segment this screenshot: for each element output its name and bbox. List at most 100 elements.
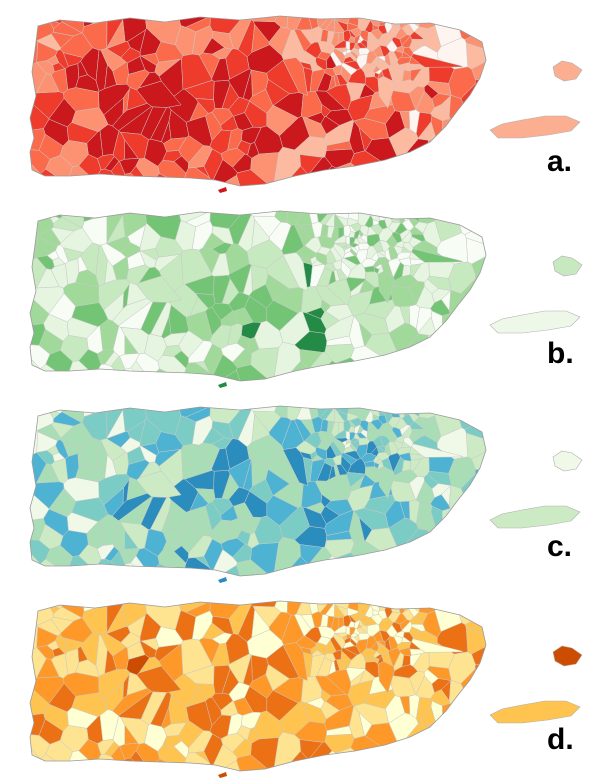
census-tract xyxy=(144,333,167,362)
vieques-island xyxy=(489,310,581,334)
census-tract xyxy=(411,638,464,653)
census-tract xyxy=(30,211,54,236)
census-tract xyxy=(185,505,213,537)
census-tract xyxy=(416,565,435,576)
census-tract xyxy=(480,678,486,703)
census-tract xyxy=(453,309,472,335)
census-tract xyxy=(435,744,453,762)
census-tract xyxy=(185,700,213,732)
choropleth-map-a xyxy=(29,15,583,195)
census-tract xyxy=(430,567,444,576)
census-tract xyxy=(236,364,272,381)
census-tract xyxy=(66,317,99,339)
census-tract xyxy=(490,574,500,585)
census-tract xyxy=(427,470,452,486)
census-tract xyxy=(427,80,452,96)
census-tract xyxy=(435,159,453,177)
census-tract xyxy=(469,766,486,771)
census-tract xyxy=(289,766,316,771)
census-tract xyxy=(387,416,401,428)
census-tract xyxy=(374,69,383,75)
census-tract xyxy=(480,483,486,508)
census-tract xyxy=(320,311,340,330)
census-tract xyxy=(374,459,383,465)
culebra-island xyxy=(552,645,583,667)
tract-polygons xyxy=(30,406,500,585)
census-tract xyxy=(346,667,366,683)
census-tract xyxy=(320,116,340,135)
census-tract xyxy=(448,651,476,684)
census-tract xyxy=(370,251,379,262)
census-tract xyxy=(459,165,476,186)
census-tract xyxy=(465,501,482,525)
census-tract xyxy=(490,184,500,195)
census-tract xyxy=(394,752,418,771)
census-tract xyxy=(326,225,335,239)
census-tract xyxy=(236,725,251,741)
census-tract xyxy=(430,372,444,381)
small-islet xyxy=(218,772,227,778)
tract-polygons xyxy=(30,211,486,381)
census-tract xyxy=(335,747,370,771)
census-tract xyxy=(304,236,322,254)
census-tract xyxy=(331,558,361,576)
culebra-island xyxy=(552,450,583,472)
census-tract xyxy=(404,601,430,605)
census-tract xyxy=(266,495,299,526)
census-tract xyxy=(228,458,252,489)
census-tract xyxy=(439,723,459,750)
census-tract xyxy=(63,87,100,112)
census-tract xyxy=(336,20,348,32)
census-tract xyxy=(346,472,366,488)
census-tract xyxy=(370,446,379,457)
census-tract xyxy=(434,370,450,381)
census-tract xyxy=(326,30,335,44)
census-tract xyxy=(144,528,167,557)
census-tract xyxy=(266,449,300,484)
census-tract xyxy=(301,91,323,119)
census-tract xyxy=(100,48,127,72)
census-tract xyxy=(377,466,395,499)
census-tract xyxy=(315,480,347,502)
census-tract xyxy=(404,16,430,20)
census-tract xyxy=(104,351,120,367)
census-tract xyxy=(363,494,396,515)
census-tract xyxy=(344,441,352,449)
census-tract xyxy=(211,47,233,60)
census-tract xyxy=(30,143,31,174)
census-tract xyxy=(316,462,333,482)
census-tract xyxy=(442,556,462,576)
census-tract xyxy=(242,264,253,296)
census-tract xyxy=(185,310,213,342)
census-tract xyxy=(350,437,359,443)
census-tract xyxy=(30,571,69,576)
census-tract xyxy=(350,47,359,53)
census-tract xyxy=(473,735,486,764)
census-tract xyxy=(315,57,328,71)
census-tract xyxy=(104,546,120,562)
map-panel-c: c. xyxy=(0,390,600,585)
census-tract xyxy=(434,175,450,186)
census-tract xyxy=(422,220,442,248)
census-tract xyxy=(228,653,252,684)
census-tract xyxy=(320,614,329,628)
census-tract xyxy=(430,762,444,771)
census-tract xyxy=(454,138,486,161)
census-tract xyxy=(320,419,329,433)
census-tract xyxy=(350,242,359,248)
census-tract xyxy=(194,166,210,178)
census-tract xyxy=(488,738,500,769)
census-tract xyxy=(236,559,272,576)
census-tract xyxy=(52,211,84,217)
census-tract xyxy=(184,764,223,771)
census-tract xyxy=(490,769,500,780)
census-tract xyxy=(104,156,120,172)
census-tract xyxy=(52,406,84,412)
census-tract xyxy=(100,633,127,657)
census-tract xyxy=(456,16,486,40)
census-tract xyxy=(356,38,362,44)
census-tract xyxy=(409,281,425,306)
census-tract xyxy=(155,626,184,648)
census-tract xyxy=(451,744,476,767)
census-tract xyxy=(345,626,351,635)
